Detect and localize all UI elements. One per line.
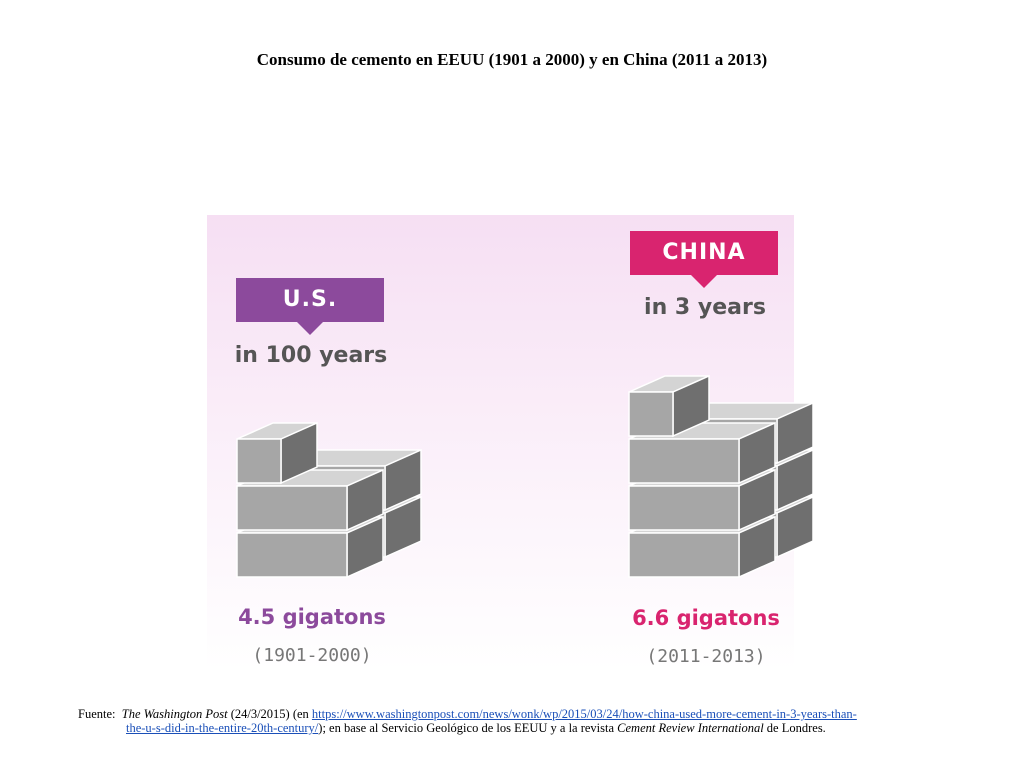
china-top-cube bbox=[628, 374, 710, 438]
period-label-china: in 3 years bbox=[644, 295, 766, 320]
years-label-us: (1901-2000) bbox=[252, 645, 372, 666]
source-suffix: de Londres. bbox=[766, 721, 826, 735]
source-link-line1[interactable]: https://www.washingtonpost.com/news/wonk… bbox=[311, 707, 857, 721]
period-label-us: in 100 years bbox=[234, 343, 388, 368]
amount-label-us: 4.5 gigatons bbox=[238, 605, 386, 629]
china-front-block-3 bbox=[628, 421, 776, 485]
source-magazine: Cement Review International bbox=[617, 721, 764, 735]
source-link-line2[interactable]: the-u-s-did-in-the-entire-20th-century/ bbox=[126, 721, 319, 735]
source-after-url: ); en base al Servicio Geológico de los … bbox=[318, 721, 615, 735]
country-tag-china: CHINA bbox=[630, 231, 778, 288]
source-publication: The Washington Post bbox=[121, 707, 228, 721]
us-top-cube bbox=[236, 421, 318, 485]
source-prefix: Fuente: bbox=[78, 707, 116, 721]
source-date: (24/3/2015) (en bbox=[230, 707, 309, 721]
amount-label-china: 6.6 gigatons bbox=[632, 606, 780, 630]
page-title: Consumo de cemento en EEUU (1901 a 2000)… bbox=[256, 50, 768, 69]
country-tag-us: U.S. bbox=[236, 278, 384, 335]
source-note: Fuente: The Washington Post (24/3/2015) … bbox=[78, 707, 978, 735]
years-label-china: (2011-2013) bbox=[646, 646, 766, 667]
